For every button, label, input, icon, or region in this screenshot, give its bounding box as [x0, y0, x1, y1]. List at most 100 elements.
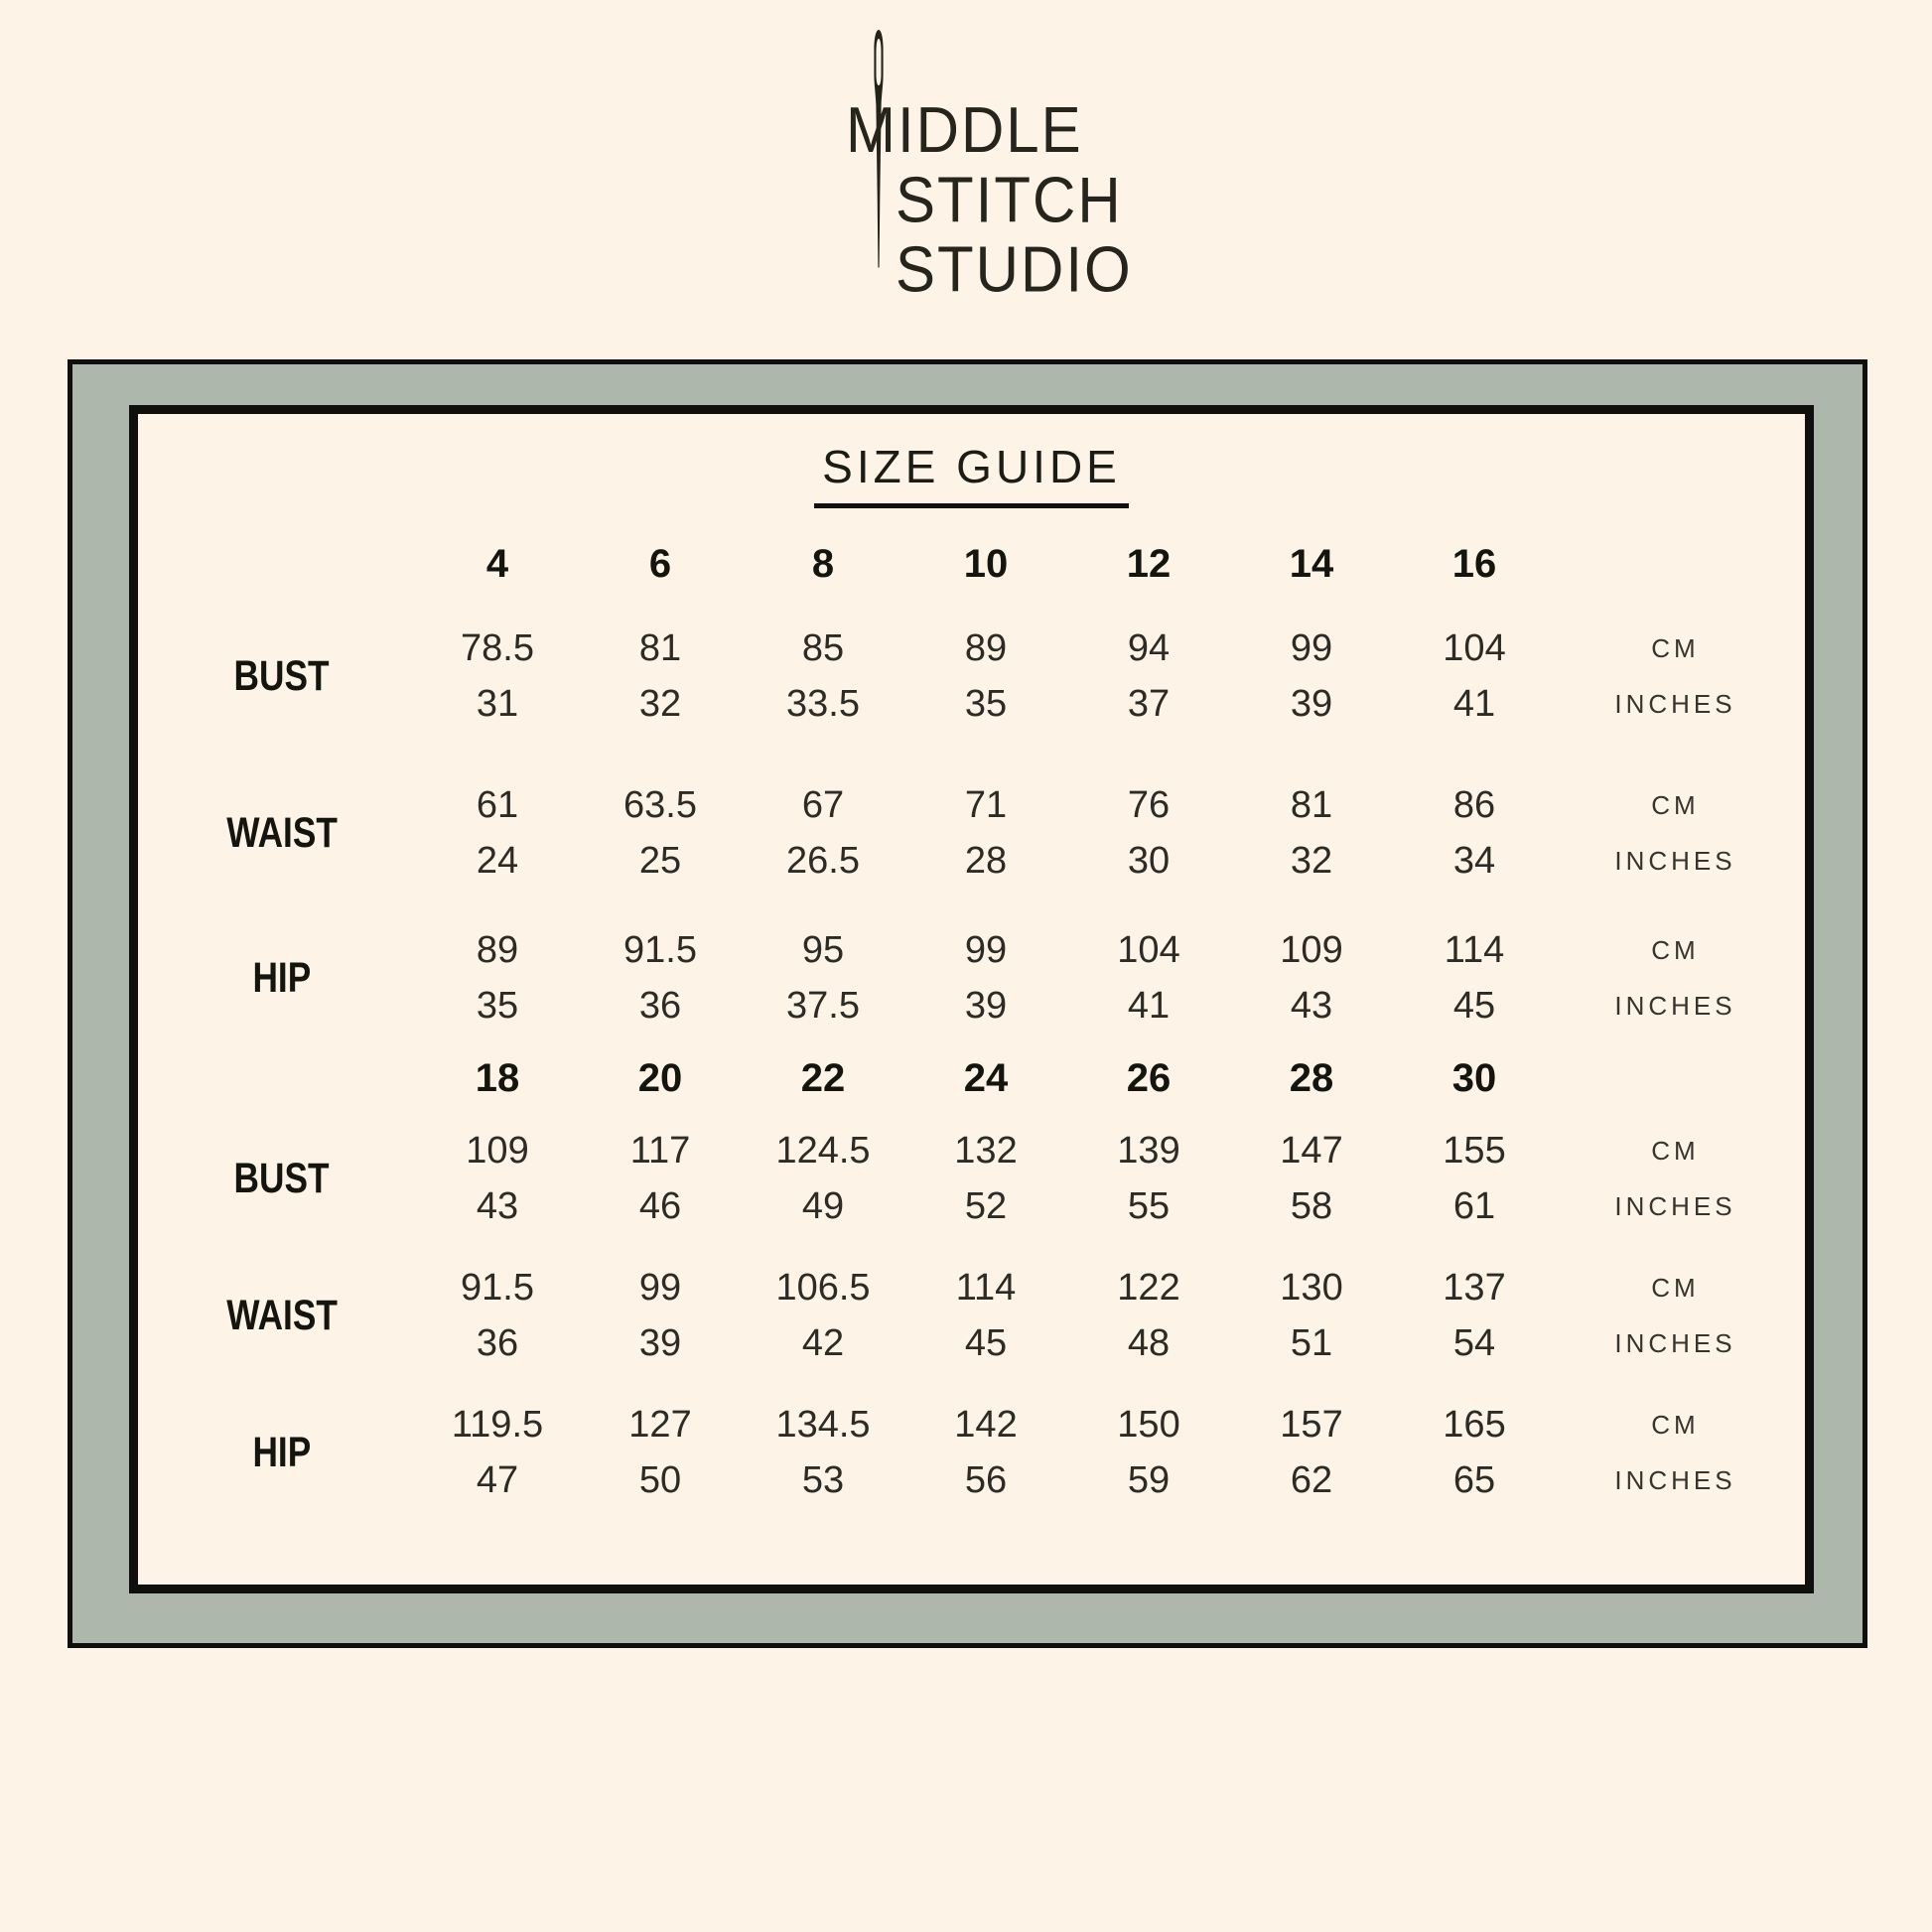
- measurement-value-inches: 37.5: [786, 984, 860, 1027]
- size-header-cell: 30: [1451, 1055, 1497, 1100]
- measurement-value-inches: 62: [1290, 1458, 1333, 1501]
- measurement-row-hip-2: HIP 119.5 127 134.5 142 150 157 165 CM 4…: [148, 1402, 1795, 1503]
- measurement-value-cm: 78.5: [461, 626, 534, 669]
- unit-inches-label: INCHES: [1614, 1464, 1736, 1495]
- measurement-row-hip-1: HIP 89 91.5 95 99 104 109 114 CM 35 36 3…: [148, 927, 1795, 1029]
- measurement-value-inches: 36: [476, 1321, 519, 1364]
- measurement-label: BUST: [234, 651, 330, 700]
- measurement-value-cm: 142: [954, 1403, 1018, 1446]
- size-header-cell: 28: [1289, 1055, 1334, 1100]
- size-guide-panel: SIZE GUIDE 4 6 8 10 12 14 16 BUST 78.5 8…: [129, 405, 1814, 1593]
- measurement-value-inches: 45: [964, 1321, 1008, 1364]
- unit-cm-label: CM: [1651, 934, 1700, 965]
- measurement-value-cm: 91.5: [623, 928, 697, 971]
- logo-line-2: STITCH: [896, 164, 1123, 236]
- measurement-label: WAIST: [226, 1291, 338, 1339]
- size-header-cell: 18: [475, 1055, 520, 1100]
- measurement-row-waist-1: WAIST 61 63.5 67 71 76 81 86 CM 24 25 26…: [148, 782, 1795, 884]
- measurement-value-cm: 124.5: [775, 1129, 871, 1172]
- measurement-value-cm: 94: [1127, 626, 1171, 669]
- measurement-value-inches: 55: [1127, 1184, 1171, 1227]
- measurement-value-inches: 48: [1127, 1321, 1171, 1364]
- measurement-value-cm: 147: [1280, 1129, 1343, 1172]
- measurement-row-bust-2: BUST 109 117 124.5 132 139 147 155 CM 43…: [148, 1128, 1795, 1229]
- measurement-value-cm: 139: [1117, 1129, 1180, 1172]
- measurement-value-inches: 50: [638, 1458, 682, 1501]
- measurement-value-cm: 63.5: [623, 783, 697, 826]
- measurement-value-cm: 81: [1290, 783, 1333, 826]
- measurement-value-cm: 91.5: [461, 1266, 534, 1309]
- size-header-row-2: 18 20 22 24 26 28 30: [148, 1056, 1795, 1100]
- size-header-cell: 20: [637, 1055, 683, 1100]
- measurement-value-inches: 46: [638, 1184, 682, 1227]
- measurement-value-inches: 39: [1290, 682, 1333, 725]
- measurement-value-cm: 117: [629, 1129, 691, 1172]
- measurement-value-inches: 24: [476, 839, 519, 882]
- measurement-value-inches: 39: [638, 1321, 682, 1364]
- size-header-cell: 6: [648, 541, 672, 586]
- measurement-value-inches: 41: [1452, 682, 1496, 725]
- measurement-value-cm: 95: [801, 928, 845, 971]
- page-title-wrap: SIZE GUIDE: [138, 440, 1805, 508]
- size-header-cell: 12: [1126, 541, 1172, 586]
- measurement-value-cm: 99: [1290, 626, 1333, 669]
- measurement-value-cm: 119.5: [451, 1403, 544, 1446]
- measurement-value-inches: 61: [1452, 1184, 1496, 1227]
- measurement-value-cm: 114: [955, 1266, 1017, 1309]
- measurement-value-inches: 52: [964, 1184, 1008, 1227]
- measurement-value-inches: 56: [964, 1458, 1008, 1501]
- measurement-value-cm: 132: [954, 1129, 1018, 1172]
- measurement-value-inches: 35: [476, 984, 519, 1027]
- measurement-value-inches: 28: [964, 839, 1008, 882]
- size-header-cell: 4: [485, 541, 509, 586]
- measurement-value-inches: 42: [801, 1321, 845, 1364]
- measurement-value-cm: 71: [964, 783, 1008, 826]
- measurement-value-inches: 26.5: [786, 839, 860, 882]
- measurement-value-cm: 157: [1280, 1403, 1343, 1446]
- measurement-value-cm: 104: [1443, 626, 1506, 669]
- size-guide-frame: SIZE GUIDE 4 6 8 10 12 14 16 BUST 78.5 8…: [68, 359, 1867, 1648]
- unit-inches-label: INCHES: [1614, 688, 1736, 719]
- measurement-value-cm: 155: [1443, 1129, 1506, 1172]
- measurement-value-inches: 31: [476, 682, 519, 725]
- measurement-label: HIP: [252, 953, 312, 1002]
- measurement-value-inches: 54: [1452, 1321, 1496, 1364]
- needle-icon: [874, 30, 884, 268]
- size-header-cell: 8: [811, 541, 835, 586]
- measurement-row-bust-1: BUST 78.5 81 85 89 94 99 104 CM 31 32 33…: [148, 625, 1795, 727]
- measurement-value-cm: 106.5: [775, 1266, 871, 1309]
- logo: MIDDLE STITCH STUDIO: [846, 95, 1133, 305]
- measurement-value-inches: 65: [1452, 1458, 1496, 1501]
- size-header-cell: 14: [1289, 541, 1334, 586]
- measurement-value-inches: 53: [801, 1458, 845, 1501]
- unit-inches-label: INCHES: [1614, 1327, 1736, 1358]
- measurement-value-inches: 43: [1290, 984, 1333, 1027]
- measurement-value-cm: 85: [801, 626, 845, 669]
- measurement-value-cm: 86: [1452, 783, 1496, 826]
- measurement-value-cm: 67: [801, 783, 845, 826]
- measurement-value-inches: 39: [964, 984, 1008, 1027]
- measurement-value-cm: 114: [1444, 928, 1505, 971]
- measurement-value-cm: 89: [476, 928, 519, 971]
- measurement-value-inches: 37: [1127, 682, 1171, 725]
- unit-cm-label: CM: [1651, 789, 1700, 820]
- measurement-value-inches: 32: [1290, 839, 1333, 882]
- measurement-value-inches: 36: [638, 984, 682, 1027]
- size-header-cell: 24: [963, 1055, 1009, 1100]
- measurement-row-waist-2: WAIST 91.5 99 106.5 114 122 130 137 CM 3…: [148, 1265, 1795, 1366]
- size-header-cell: 10: [963, 541, 1009, 586]
- unit-inches-label: INCHES: [1614, 1190, 1736, 1221]
- measurement-value-inches: 49: [801, 1184, 845, 1227]
- measurement-value-inches: 47: [476, 1458, 519, 1501]
- measurement-value-inches: 59: [1127, 1458, 1171, 1501]
- measurement-value-inches: 32: [638, 682, 682, 725]
- measurement-label: WAIST: [226, 808, 338, 857]
- size-header-cell: 16: [1451, 541, 1497, 586]
- size-header-row-1: 4 6 8 10 12 14 16: [148, 542, 1795, 586]
- measurement-value-inches: 45: [1452, 984, 1496, 1027]
- logo-line-1: MIDDLE: [846, 93, 1083, 167]
- unit-cm-label: CM: [1651, 1135, 1700, 1166]
- measurement-value-cm: 61: [476, 783, 519, 826]
- measurement-value-cm: 137: [1443, 1266, 1506, 1309]
- measurement-value-cm: 122: [1117, 1266, 1180, 1309]
